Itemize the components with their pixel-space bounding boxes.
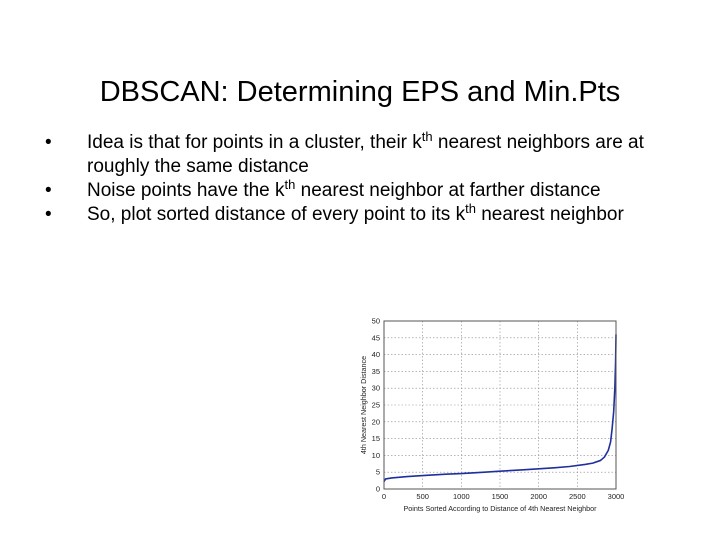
x-tick-label: 1500	[492, 492, 509, 501]
series-line	[383, 334, 617, 483]
bullet-text-part: Idea is that for points in a cluster, th…	[87, 132, 422, 153]
x-axis-label: Points Sorted According to Distance of 4…	[404, 504, 598, 513]
chart-grid	[383, 320, 617, 490]
y-tick-label: 25	[372, 401, 380, 410]
bullet-item: • Noise points have the kth nearest neig…	[36, 177, 676, 203]
superscript: th	[421, 129, 433, 144]
y-tick-label: 50	[372, 317, 380, 326]
y-tick-label: 20	[372, 417, 380, 426]
bullet-text: Noise points have the kth nearest neighb…	[87, 177, 676, 203]
bullet-list: • Idea is that for points in a cluster, …	[36, 129, 676, 227]
distance-chart: 0 5 10 15 20 25 30 35 40 45 50 0 500 1000 1500 2000 2500…	[355, 313, 625, 523]
x-tick-label: 1000	[453, 492, 470, 501]
bullet-text: Idea is that for points in a cluster, th…	[87, 129, 676, 179]
y-tick-label: 35	[372, 367, 380, 376]
bullet-item: • Idea is that for points in a cluster, …	[36, 129, 676, 179]
x-tick-label: 0	[382, 492, 386, 501]
bullet-text-part: Noise points have the k	[87, 180, 285, 201]
x-tick-label: 500	[416, 492, 429, 501]
bullet-marker: •	[45, 132, 52, 153]
y-tick-label: 0	[376, 485, 380, 494]
y-tick-label: 45	[372, 333, 380, 342]
y-axis-label: 4th Nearest Neighbor Distance	[359, 356, 368, 454]
x-tick-label: 2000	[530, 492, 547, 501]
bullet-text: So, plot sorted distance of every point …	[87, 201, 676, 227]
x-tick-label: 2500	[569, 492, 586, 501]
bullet-text-part: So, plot sorted distance of every point …	[87, 204, 466, 225]
chart-series	[383, 334, 617, 483]
x-tick-label: 3000	[608, 492, 625, 501]
bullet-item: • So, plot sorted distance of every poin…	[36, 201, 676, 227]
y-tick-label: 5	[376, 468, 380, 477]
y-tick-label: 15	[372, 434, 380, 443]
bullet-marker: •	[45, 180, 52, 201]
y-tick-label: 10	[372, 451, 380, 460]
slide-title: DBSCAN: Determining EPS and Min.Pts	[99, 76, 621, 108]
bullet-text-part: nearest neighbor	[475, 204, 624, 225]
bullet-marker: •	[45, 204, 52, 225]
superscript: th	[465, 201, 476, 216]
plot-frame	[383, 320, 617, 490]
y-tick-label: 40	[372, 350, 380, 359]
y-tick-label: 30	[372, 384, 380, 393]
bullet-text-part: nearest neighbor at farther distance	[295, 180, 601, 201]
superscript: th	[284, 177, 296, 192]
bullet-text-part: nearest neighbors are at roughly the sam…	[87, 132, 644, 177]
